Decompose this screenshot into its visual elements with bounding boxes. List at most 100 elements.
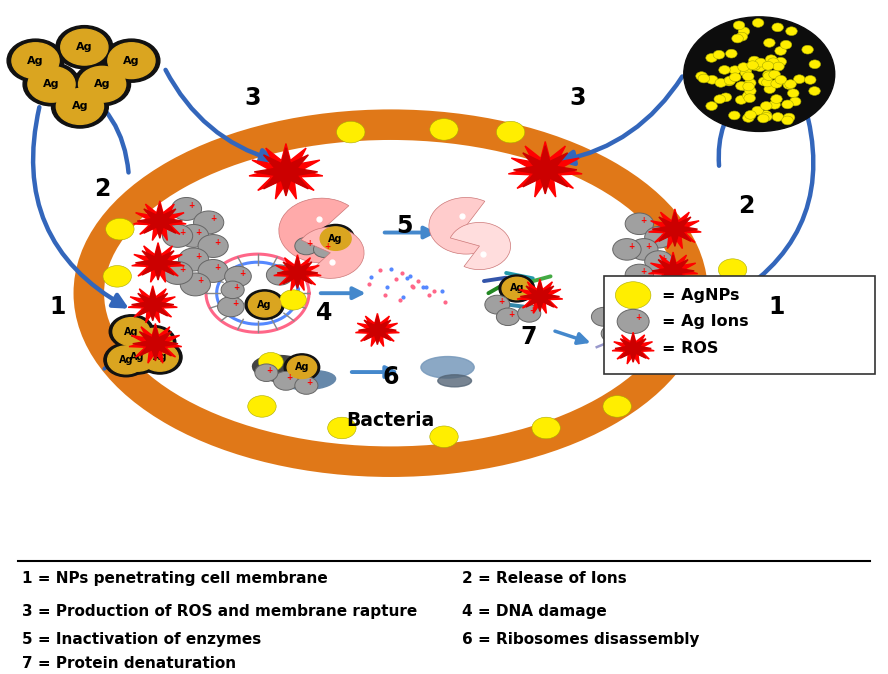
- Circle shape: [763, 70, 774, 79]
- Circle shape: [729, 73, 741, 82]
- Circle shape: [7, 39, 64, 82]
- Text: +: +: [239, 269, 245, 278]
- Circle shape: [775, 57, 787, 66]
- Text: +: +: [529, 306, 535, 315]
- Circle shape: [735, 82, 747, 90]
- Polygon shape: [508, 142, 583, 197]
- Text: Ag: Ag: [76, 42, 92, 52]
- Circle shape: [274, 371, 298, 390]
- Circle shape: [744, 79, 756, 88]
- Circle shape: [198, 259, 228, 282]
- Circle shape: [764, 38, 775, 47]
- Polygon shape: [133, 201, 186, 241]
- Circle shape: [603, 396, 631, 417]
- Circle shape: [430, 426, 458, 448]
- Circle shape: [131, 326, 176, 359]
- Circle shape: [255, 364, 278, 381]
- Circle shape: [802, 45, 813, 54]
- Text: +: +: [179, 228, 186, 237]
- Text: +: +: [287, 373, 293, 382]
- Text: 5 = Inactivation of enzymes: 5 = Inactivation of enzymes: [22, 632, 261, 647]
- Circle shape: [684, 17, 835, 131]
- Text: +: +: [640, 268, 646, 276]
- Polygon shape: [274, 255, 321, 290]
- Text: Ag: Ag: [124, 327, 139, 336]
- Text: Ag: Ag: [147, 338, 161, 347]
- Text: +: +: [656, 309, 662, 318]
- Circle shape: [337, 121, 365, 143]
- Circle shape: [706, 102, 718, 111]
- Text: +: +: [195, 228, 202, 237]
- Circle shape: [747, 61, 758, 69]
- Text: Ag: Ag: [295, 363, 309, 372]
- Circle shape: [749, 56, 760, 65]
- Text: +: +: [215, 263, 221, 272]
- Circle shape: [732, 34, 743, 43]
- Polygon shape: [520, 282, 559, 311]
- Circle shape: [775, 75, 787, 84]
- Circle shape: [771, 94, 782, 103]
- Circle shape: [141, 343, 178, 371]
- Text: 6 = Ribosomes disassembly: 6 = Ribosomes disassembly: [462, 632, 699, 647]
- Text: +: +: [281, 268, 287, 276]
- Circle shape: [266, 265, 293, 285]
- Polygon shape: [513, 146, 577, 194]
- Text: +: +: [660, 254, 666, 263]
- Circle shape: [12, 42, 59, 79]
- Circle shape: [28, 66, 75, 102]
- Text: 3: 3: [569, 86, 585, 110]
- Circle shape: [761, 113, 773, 121]
- Circle shape: [629, 290, 657, 311]
- Circle shape: [755, 58, 766, 67]
- Circle shape: [783, 80, 795, 89]
- Circle shape: [781, 116, 793, 125]
- Circle shape: [615, 282, 651, 309]
- Polygon shape: [129, 324, 182, 363]
- Circle shape: [109, 315, 154, 348]
- Polygon shape: [137, 204, 182, 238]
- Circle shape: [284, 354, 320, 381]
- Ellipse shape: [438, 375, 472, 387]
- Circle shape: [194, 211, 224, 234]
- Circle shape: [736, 32, 748, 41]
- Circle shape: [163, 224, 193, 247]
- Circle shape: [789, 97, 801, 106]
- Text: Ag: Ag: [44, 80, 59, 89]
- Circle shape: [763, 71, 774, 80]
- Text: +: +: [635, 313, 641, 322]
- Circle shape: [641, 306, 670, 328]
- Text: +: +: [640, 216, 646, 225]
- Circle shape: [754, 63, 765, 71]
- Circle shape: [809, 60, 821, 69]
- Text: Ag: Ag: [329, 234, 343, 243]
- Circle shape: [496, 308, 519, 326]
- Text: Ag: Ag: [28, 56, 44, 65]
- Polygon shape: [639, 332, 689, 369]
- Circle shape: [321, 227, 351, 250]
- Circle shape: [786, 27, 797, 36]
- Text: +: +: [622, 315, 629, 324]
- Circle shape: [749, 61, 760, 70]
- Text: 3 = Production of ROS and membrane rapture: 3 = Production of ROS and membrane raptu…: [22, 604, 417, 619]
- Text: +: +: [638, 319, 645, 328]
- Circle shape: [107, 42, 155, 79]
- Polygon shape: [517, 279, 563, 313]
- Circle shape: [119, 343, 156, 371]
- FancyBboxPatch shape: [604, 276, 875, 374]
- Circle shape: [113, 317, 150, 346]
- Circle shape: [258, 353, 283, 371]
- Text: +: +: [188, 201, 194, 210]
- Circle shape: [718, 259, 747, 280]
- Text: +: +: [613, 326, 619, 336]
- Circle shape: [767, 57, 779, 65]
- Text: 4 = DNA damage: 4 = DNA damage: [462, 604, 607, 619]
- Circle shape: [715, 78, 726, 87]
- Circle shape: [518, 305, 541, 322]
- Wedge shape: [450, 222, 511, 270]
- Circle shape: [163, 262, 193, 284]
- Text: Ag: Ag: [72, 102, 88, 111]
- Circle shape: [78, 66, 126, 102]
- Text: 1: 1: [50, 295, 66, 319]
- Text: +: +: [628, 242, 634, 251]
- Circle shape: [485, 295, 510, 314]
